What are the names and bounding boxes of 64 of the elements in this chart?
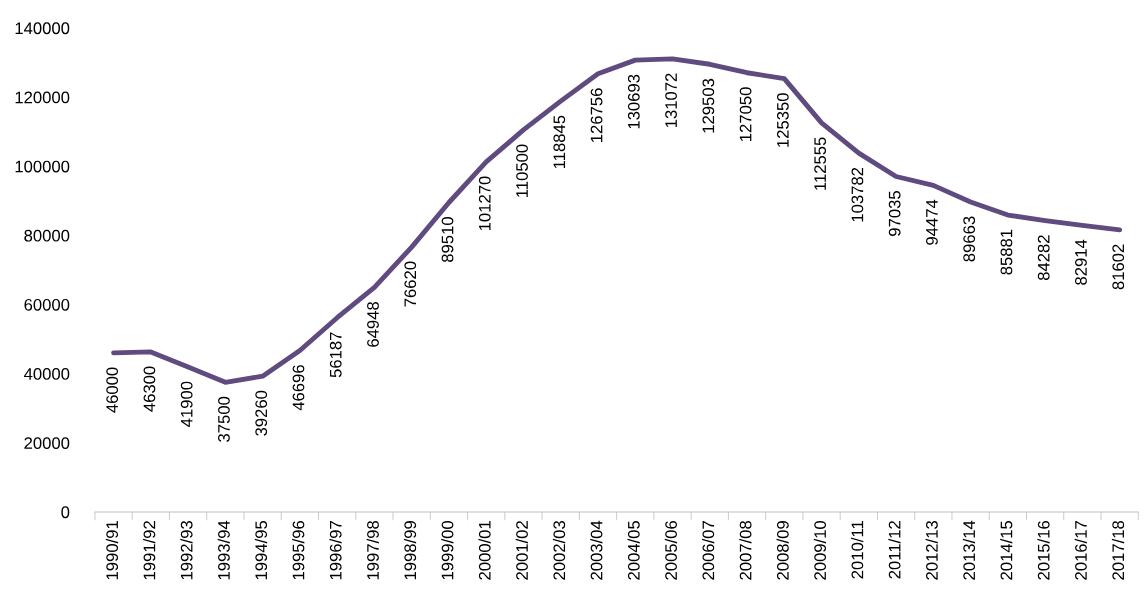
x-tick-label: 2017/18 — [1111, 520, 1125, 580]
data-label: 84282 — [1037, 235, 1050, 281]
x-tick-label: 2002/03 — [552, 521, 566, 580]
data-label: 127050 — [739, 87, 752, 141]
x-tick-label: 1998/99 — [403, 521, 417, 580]
x-tick-label: 2009/10 — [813, 520, 827, 580]
data-label: 37500 — [218, 396, 230, 442]
data-label: 131072 — [665, 73, 677, 128]
x-tick-label: 2012/13 — [925, 521, 938, 580]
x-tick-label: 2007/08 — [739, 520, 752, 580]
data-label: 94474 — [926, 199, 938, 245]
data-label: 110500 — [516, 144, 528, 197]
data-label: 39260 — [255, 390, 268, 436]
x-tick-label: 2005/06 — [664, 521, 677, 580]
data-label: 41900 — [180, 381, 193, 427]
x-tick-label: 2010/11 — [851, 521, 864, 579]
data-label: 64948 — [367, 302, 379, 347]
data-label: 76620 — [404, 261, 417, 307]
data-label: 101270 — [478, 176, 491, 231]
data-label: 46000 — [106, 367, 119, 413]
x-tick-label: 2003/04 — [590, 520, 603, 580]
x-tick-label: 2000/01 — [478, 521, 491, 580]
x-tick-label: 2013/14 — [962, 520, 976, 580]
x-tick-label: 2008/09 — [776, 521, 789, 580]
data-label: 103782 — [851, 167, 864, 222]
x-tick-label: 1996/97 — [329, 521, 342, 580]
data-label: 118845 — [553, 115, 566, 169]
data-label: 126756 — [590, 88, 603, 142]
x-tick-label: 1991/92 — [143, 521, 156, 580]
y-tick-label: 20000 — [24, 437, 70, 449]
x-tick-label: 1997/98 — [366, 520, 379, 580]
data-label: 89663 — [963, 216, 976, 262]
y-tick-label: 60000 — [24, 298, 70, 311]
data-label: 125350 — [776, 93, 789, 147]
data-label: 112555 — [814, 137, 827, 190]
data-label: 89510 — [441, 217, 454, 263]
y-tick-label: 140000 — [15, 22, 70, 35]
data-label: 46300 — [143, 366, 156, 412]
data-label: 56187 — [329, 332, 342, 378]
y-tick-label: 0 — [61, 506, 70, 519]
x-tick-label: 1990/91 — [105, 521, 119, 580]
x-tick-label: 2011/12 — [888, 521, 901, 579]
x-tick-label: 2006/07 — [702, 521, 715, 580]
x-tick-label: 2014/15 — [1000, 520, 1013, 580]
data-label: 46696 — [292, 365, 305, 411]
data-label: 85881 — [1000, 229, 1013, 275]
y-tick-label: 80000 — [24, 229, 70, 242]
x-tick-label: 1994/95 — [254, 520, 268, 580]
y-tick-label: 40000 — [23, 368, 70, 380]
y-tick-label: 100000 — [15, 160, 70, 173]
x-tick-label: 2015/16 — [1037, 521, 1050, 580]
x-tick-label: 1995/96 — [292, 521, 305, 580]
x-tick-label: 2016/17 — [1074, 521, 1087, 580]
data-label: 82914 — [1075, 239, 1087, 285]
data-label: 129503 — [702, 78, 715, 133]
data-label: 97035 — [888, 191, 901, 236]
y-tick-label: 120000 — [15, 91, 70, 104]
data-label: 81602 — [1112, 244, 1125, 290]
x-tick-label: 1993/94 — [217, 520, 230, 580]
x-tick-label: 1992/93 — [180, 521, 193, 580]
x-tick-label: 2001/02 — [515, 521, 528, 580]
data-label: 130693 — [627, 74, 640, 129]
x-tick-label: 2004/05 — [627, 520, 640, 580]
x-tick-label: 1999/00 — [441, 520, 454, 580]
